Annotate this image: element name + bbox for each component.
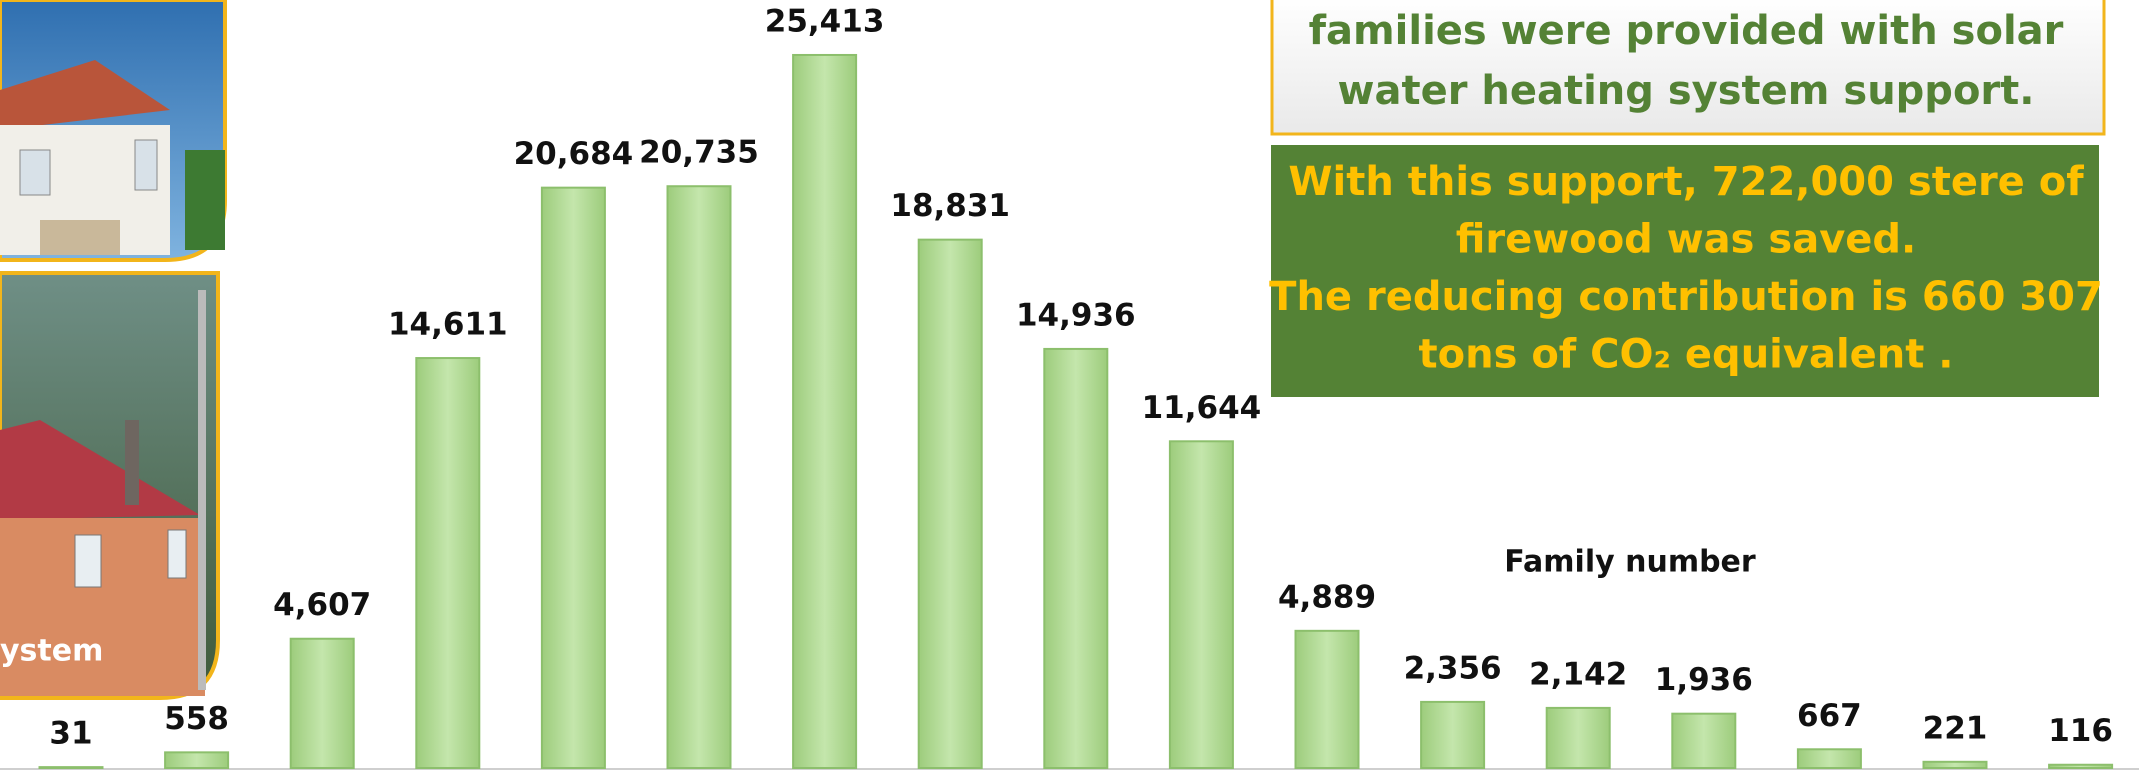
value-label: 667: [1797, 698, 1862, 734]
value-label: 20,735: [639, 135, 759, 171]
bar: [1924, 762, 1987, 768]
bar: [1798, 749, 1861, 768]
highlight-text: The reducing contribution is 660 307: [1269, 274, 2103, 320]
value-label: 25,413: [765, 3, 885, 39]
bar: [1044, 349, 1107, 768]
series-label: Family number: [1504, 545, 1756, 580]
bar: [1296, 631, 1359, 768]
info-text: families were provided with solar: [1309, 8, 2064, 54]
photo-house-2: ystem: [0, 273, 218, 698]
bar: [793, 55, 856, 768]
value-label: 2,142: [1529, 656, 1627, 692]
value-label: 11,644: [1142, 390, 1262, 426]
bar: [1672, 714, 1735, 768]
bar: [919, 240, 982, 768]
bar: [1547, 708, 1610, 768]
photo-house-1: [0, 0, 225, 260]
bar: [40, 767, 103, 768]
info-text: water heating system support.: [1338, 68, 2035, 114]
highlight-text: With this support, 722,000 stere of: [1288, 159, 2084, 205]
value-label: 116: [2048, 713, 2113, 749]
highlight-text: tons of CO₂ equivalent .: [1419, 332, 1954, 378]
bar: [291, 639, 354, 768]
bar: [1170, 441, 1233, 768]
chart: ystem 31 558 4,607 14,611 20,68420,735 25,413…: [0, 0, 2139, 770]
value-label: 4,607: [273, 587, 371, 623]
bar: [165, 752, 228, 768]
value-label: 221: [1923, 710, 1988, 746]
value-label: 31: [49, 716, 92, 752]
value-label: 14,611: [388, 307, 508, 343]
bar: [542, 188, 605, 768]
bar: [416, 358, 479, 768]
value-label: 4,889: [1278, 579, 1376, 615]
bar: [668, 186, 731, 768]
value-label: 18,831: [890, 188, 1010, 224]
bar: [1421, 702, 1484, 768]
value-label: 1,936: [1655, 662, 1753, 698]
highlight-text: firewood was saved.: [1456, 217, 1917, 263]
value-label: 558: [164, 701, 229, 737]
value-label: 20,684: [514, 136, 634, 172]
value-label: 2,356: [1404, 650, 1502, 686]
bar: [2049, 765, 2112, 768]
value-label: 14,936: [1016, 297, 1136, 333]
photo-caption: ystem: [0, 634, 103, 669]
